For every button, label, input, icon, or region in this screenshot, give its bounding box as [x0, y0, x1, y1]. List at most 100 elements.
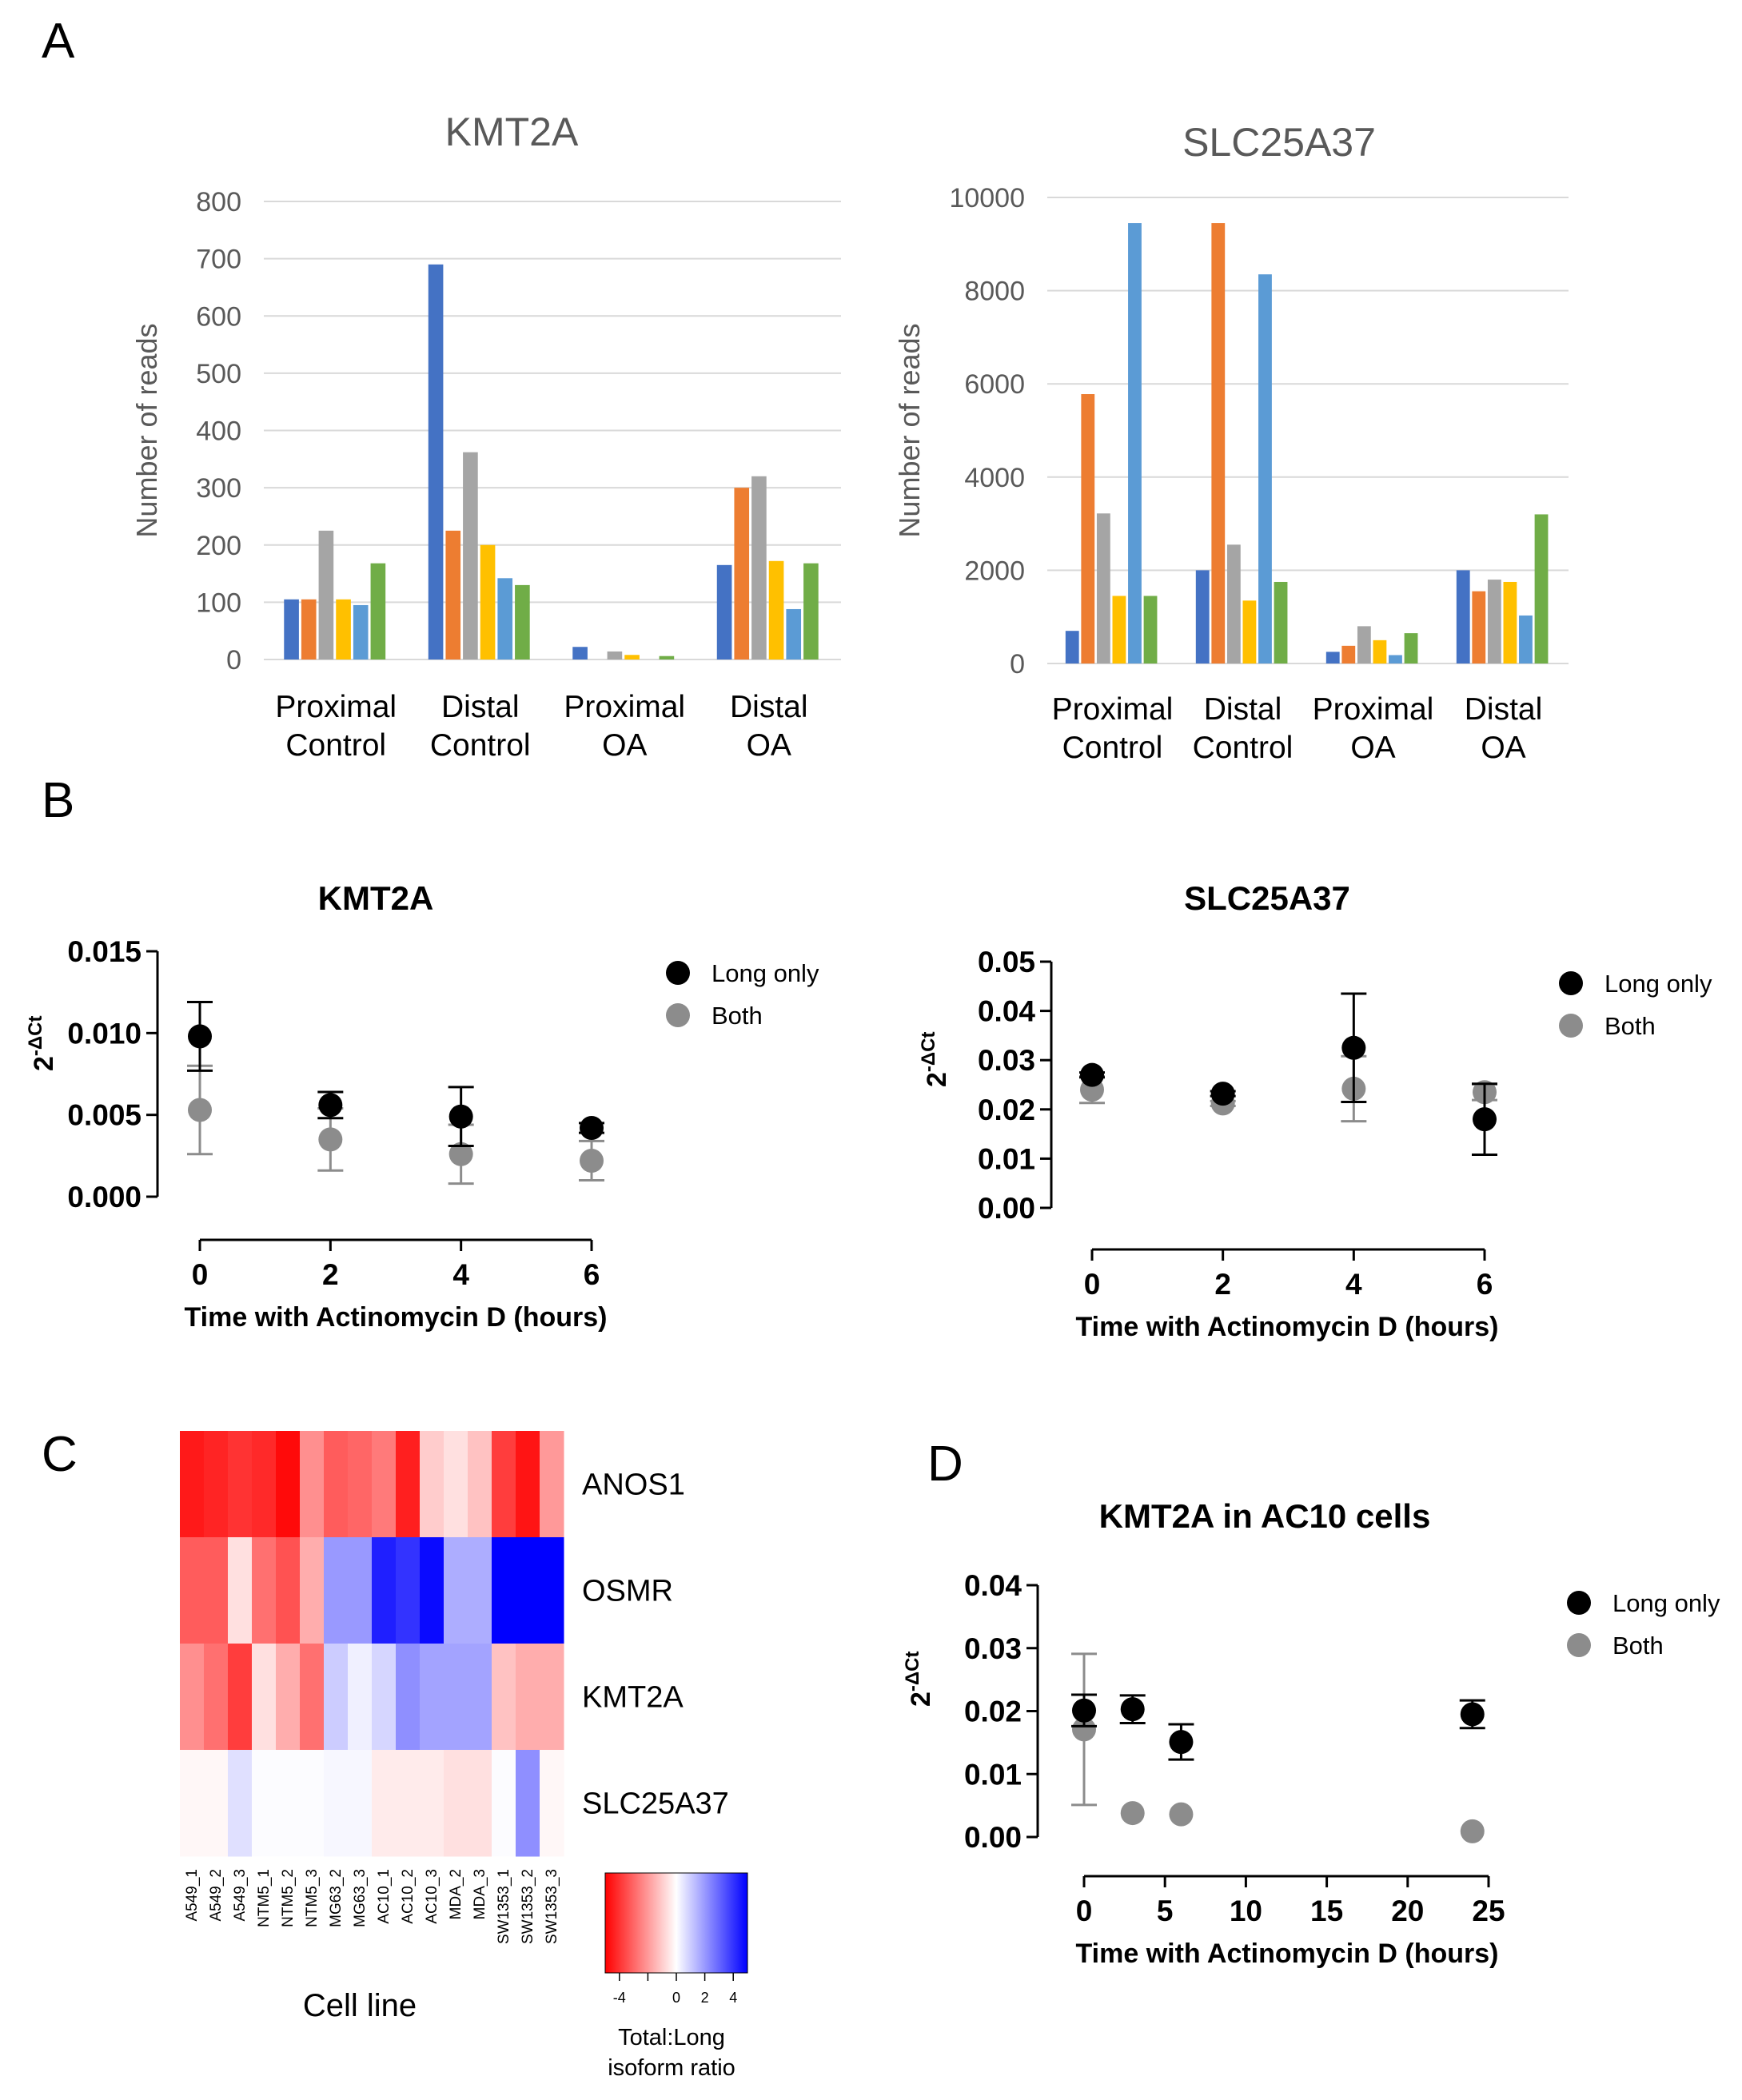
colorbar-tick-label: -4 [613, 1990, 626, 2006]
heatmap-cell [324, 1644, 349, 1751]
column-label: MG63_2 [328, 1869, 345, 1927]
heatmap-cell [444, 1537, 468, 1644]
bar-s2-0 [301, 599, 317, 659]
chart-slc25a37-reads: SLC25A37 0 2000 4000 6000 8000 10000 Number of … [893, 120, 1569, 765]
category-label: OA [602, 728, 647, 763]
heatmap-cell [420, 1537, 444, 1644]
column-label: AC10_2 [400, 1869, 417, 1924]
heatmap-isoform-ratio: ANOS1 OSMR KMT2A SLC25A37 A549_1 A549_2 A549_3… [180, 1431, 748, 2081]
bar-s3-2 [1357, 626, 1371, 663]
heatmap-cell [468, 1750, 492, 1857]
bar-s3-2 [607, 651, 623, 659]
bar-s5-0 [1128, 223, 1142, 663]
heatmap-cell [300, 1431, 325, 1538]
y-axis-label-base: 2 [922, 1072, 952, 1087]
point-both [188, 1098, 212, 1122]
bar-s1-2 [572, 647, 588, 659]
heatmap-cell [324, 1537, 349, 1644]
point-long-only [1072, 1698, 1096, 1723]
y-tick-label: 400 [196, 416, 241, 447]
bar-s3-1 [463, 452, 478, 659]
bar-s1-1 [1195, 570, 1210, 663]
bar-s4-2 [624, 655, 640, 659]
heatmap-cell [252, 1537, 277, 1644]
heatmap-cell [228, 1537, 253, 1644]
heatmap-cell [492, 1750, 516, 1857]
heatmap-cell [276, 1537, 301, 1644]
bar-s5-1 [497, 578, 513, 659]
y-tick-label: 0.005 [67, 1099, 142, 1132]
legend-label: Both [1604, 1012, 1656, 1040]
point-both [1460, 1819, 1485, 1843]
panel-label-d: D [927, 1437, 963, 1492]
y-tick-label: 600 [196, 301, 241, 332]
point-long-only [580, 1116, 604, 1141]
heatmap-cell [492, 1644, 516, 1751]
x-tick-label: 25 [1472, 1895, 1505, 1927]
bar-s6-3 [1534, 514, 1549, 663]
heatmap-cell [204, 1644, 229, 1751]
column-label: AC10_3 [424, 1869, 440, 1924]
heatmap-cell [180, 1644, 205, 1751]
heatmap-cell [324, 1750, 349, 1857]
heatmap-cell [252, 1431, 277, 1538]
heatmap-cell [444, 1750, 468, 1857]
heatmap-cell [348, 1431, 373, 1538]
y-axis-label: 2-ΔCt [902, 1652, 936, 1707]
x-tick-label: 2 [1214, 1268, 1231, 1301]
y-axis-label-exponent: -ΔCt [918, 1032, 939, 1073]
bar-s6-3 [803, 563, 819, 659]
y-axis-label: Number of reads [130, 323, 163, 537]
column-label: A549_2 [208, 1869, 225, 1922]
point-long-only [1080, 1062, 1104, 1087]
heatmap-cell [180, 1537, 205, 1644]
heatmap-cell [180, 1750, 205, 1857]
bar-s4-0 [336, 599, 351, 659]
bar-s5-3 [786, 608, 802, 659]
point-both [1072, 1717, 1096, 1742]
y-tick-label: 0.015 [67, 935, 142, 968]
heatmap-cell [444, 1644, 468, 1751]
legend-marker [1559, 1014, 1583, 1038]
y-axis-label-exponent: -ΔCt [25, 1016, 46, 1057]
category-label: Distal [441, 690, 520, 724]
heatmap-cell [204, 1431, 229, 1538]
bar-s4-3 [1503, 581, 1517, 663]
bar-s2-3 [734, 488, 750, 659]
colorbar-title: Total:Long [618, 2025, 725, 2050]
row-label: OSMR [582, 1575, 673, 1608]
y-axis-label-exponent: -ΔCt [902, 1652, 923, 1692]
x-tick-label: 0 [192, 1258, 209, 1291]
heatmap-cell [348, 1644, 373, 1751]
column-label: SW1353_1 [496, 1869, 512, 1944]
bar-s1-2 [1325, 652, 1340, 663]
point-long-only [188, 1024, 212, 1049]
bar-s3-0 [1096, 513, 1110, 663]
category-label: Distal [1204, 692, 1282, 727]
bar-s6-0 [1143, 596, 1158, 663]
x-tick-label: 20 [1391, 1895, 1424, 1927]
x-tick-label: 6 [1477, 1268, 1493, 1301]
legend-label: Long only [712, 959, 819, 987]
legend-label: Both [1612, 1632, 1664, 1660]
y-tick-label: 0.00 [978, 1192, 1035, 1225]
heatmap-cell [396, 1750, 421, 1857]
heatmap-cell [540, 1750, 564, 1857]
x-tick-label: 10 [1230, 1895, 1262, 1927]
heatmap-cell [516, 1431, 540, 1538]
bar-s2-2 [1341, 645, 1356, 663]
heatmap-cell [516, 1644, 540, 1751]
row-label: SLC25A37 [582, 1787, 729, 1821]
y-tick-label: 8000 [964, 277, 1025, 307]
heatmap-cell [372, 1644, 397, 1751]
heatmap-cell [492, 1537, 516, 1644]
bar-s2-0 [1081, 394, 1095, 663]
heatmap-cell [252, 1750, 277, 1857]
legend-marker [666, 961, 690, 985]
y-tick-label: 0.02 [964, 1696, 1022, 1728]
point-long-only [448, 1104, 473, 1129]
heatmap-cell [180, 1431, 205, 1538]
chart-kmt2a-reads: KMT2A 0 100 200 300 400 500 600 700 800 Number of … [130, 110, 841, 763]
colorbar-tick-label: 0 [672, 1990, 680, 2006]
